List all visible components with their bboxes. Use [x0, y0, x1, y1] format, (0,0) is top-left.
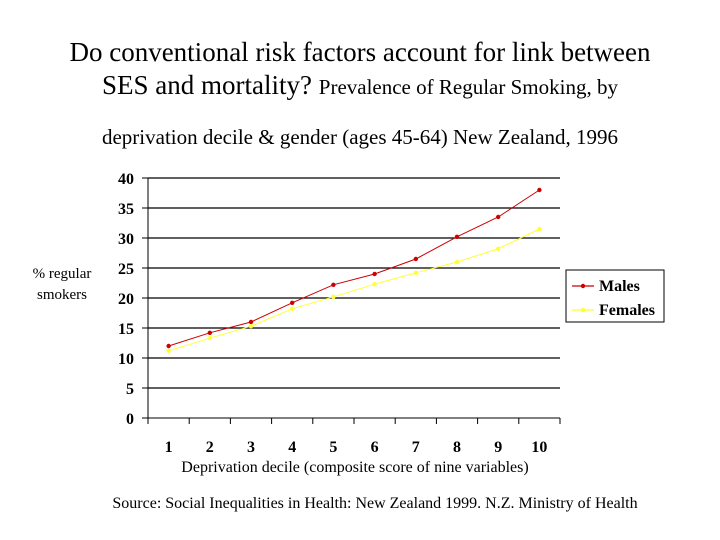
data-point-males — [331, 282, 336, 287]
data-point-males — [290, 300, 295, 305]
legend-label-females: Females — [599, 302, 655, 319]
x-tick-label: 7 — [412, 439, 420, 456]
data-point-females — [372, 282, 377, 287]
data-point-males — [166, 343, 171, 349]
slide-title: Do conventional risk factors account for… — [0, 36, 720, 150]
data-point-females — [413, 270, 418, 275]
x-tick-label: 8 — [453, 439, 461, 456]
x-tick-label: 1 — [165, 439, 173, 456]
x-axis-label: Deprivation decile (composite score of n… — [181, 459, 529, 476]
data-point-females — [331, 294, 336, 299]
data-point-males — [372, 271, 377, 277]
x-tick-label: 3 — [247, 439, 255, 456]
y-tick-label: 10 — [118, 351, 134, 368]
legend-label-males: Males — [599, 278, 640, 295]
x-tick-label: 5 — [329, 439, 337, 456]
data-point-males — [413, 256, 418, 262]
axes — [142, 177, 561, 424]
data-point-females — [290, 306, 295, 311]
x-tick-label: 9 — [494, 439, 502, 456]
data-point-females — [248, 324, 254, 329]
series-line-females — [168, 228, 540, 352]
source-note: Source: Social Inequalities in Health: N… — [112, 495, 638, 512]
y-tick-label: 25 — [118, 261, 134, 278]
x-tick-label: 2 — [206, 439, 214, 456]
data-point-females — [166, 348, 171, 353]
title-line-2: SES and mortality? Prevalence of Regular… — [0, 69, 720, 104]
x-tick-label: 4 — [288, 439, 296, 456]
y-tick-label: 20 — [118, 291, 134, 308]
x-tick-labels: 1 2 3 4 5 6 7 8 9 10 — [165, 439, 548, 456]
y-axis-label: % regular smokers — [32, 266, 92, 303]
title-line-1: Do conventional risk factors account for… — [69, 37, 651, 67]
y-tick-labels: 0 5 10 15 20 25 30 35 40 — [118, 171, 134, 428]
data-point-females — [537, 226, 542, 232]
data-point-females — [454, 259, 460, 265]
y-tick-label: 0 — [126, 411, 134, 428]
y-tick-label: 30 — [118, 231, 134, 248]
data-point-males — [496, 214, 501, 220]
data-point-females — [207, 336, 212, 341]
data-point-males — [537, 187, 542, 193]
data-point-males — [248, 319, 254, 325]
y-tick-label: 5 — [126, 381, 134, 398]
data-point-males — [207, 330, 212, 335]
data-point-males — [454, 234, 460, 239]
legend-marker-males — [580, 283, 586, 289]
y-tick-label: 35 — [118, 201, 134, 218]
data-point-females — [496, 246, 501, 251]
y-tick-label: 15 — [118, 321, 134, 338]
legend-marker-females — [580, 307, 586, 313]
legend-box — [565, 269, 665, 323]
x-tick-label: 6 — [371, 439, 379, 456]
title-line-2-sub: Prevalence of Regular Smoking, by — [318, 75, 618, 99]
series-line-males — [168, 189, 540, 347]
legend: Males Females — [565, 269, 665, 323]
title-line-3: deprivation decile & gender (ages 45-64)… — [101, 125, 619, 149]
x-tick-label: 10 — [531, 439, 547, 456]
series-lines — [166, 187, 542, 353]
title-line-2-main: SES and mortality? — [102, 70, 313, 100]
y-tick-label: 40 — [118, 171, 134, 188]
grid-lines — [148, 177, 560, 389]
